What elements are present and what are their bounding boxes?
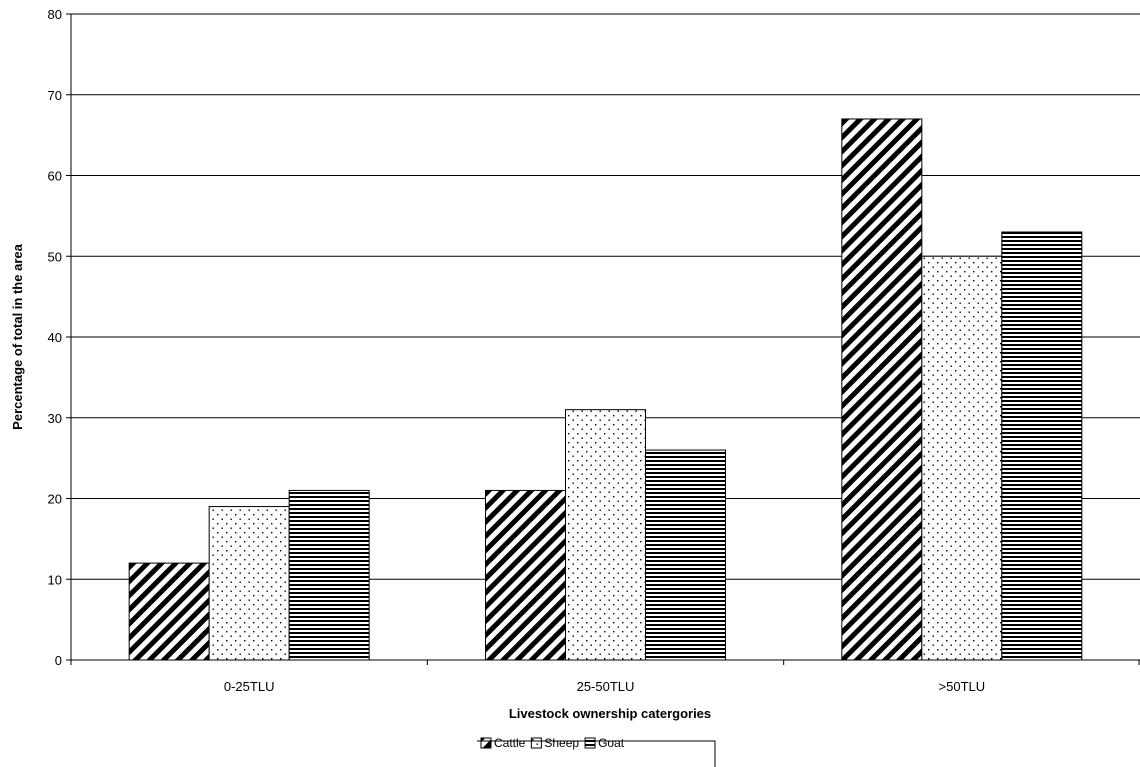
bar-cattle xyxy=(485,489,566,661)
y-tick-label: 50 xyxy=(48,249,62,264)
bar-goat xyxy=(288,489,370,661)
y-tick-label: 60 xyxy=(48,169,62,184)
bar-goat xyxy=(1001,231,1083,661)
y-tick-label: 10 xyxy=(48,572,62,587)
legend-label-cattle: Cattle xyxy=(494,736,526,750)
y-tick-label: 80 xyxy=(48,7,62,22)
y-axis-title: Percentage of total in the area xyxy=(10,243,25,429)
y-tick-label: 70 xyxy=(48,88,62,103)
y-tick-label: 40 xyxy=(48,330,62,345)
bar-goat xyxy=(645,449,726,661)
bars xyxy=(128,118,1083,661)
bar-sheep xyxy=(921,255,1003,661)
x-tick-label: 25-50TLU xyxy=(577,679,635,694)
bar-cattle xyxy=(841,118,923,661)
x-tick-label: >50TLU xyxy=(939,679,986,694)
legend-label-goat: Goat xyxy=(598,736,625,750)
bar-cattle xyxy=(128,562,210,661)
bar-sheep xyxy=(208,506,290,661)
legend-swatch-goat xyxy=(584,737,596,749)
legend-swatch-sheep xyxy=(530,737,542,749)
x-tick-label: 0-25TLU xyxy=(224,679,275,694)
legend-frame xyxy=(477,740,716,767)
y-tick-label: 20 xyxy=(48,492,62,507)
y-tick-label: 30 xyxy=(48,411,62,426)
legend: Cattle Sheep Goat xyxy=(477,736,716,767)
x-axis-title: Livestock ownership catergories xyxy=(509,706,711,721)
axes: 0 10 20 30 40 50 60 70 80 0-25TLU 25-50TLU >50TLU xyxy=(48,7,1140,694)
legend-label-sheep: Sheep xyxy=(544,736,579,750)
y-tick-label: 0 xyxy=(55,653,62,668)
legend-swatch-cattle xyxy=(480,737,492,749)
bar-sheep xyxy=(565,409,646,661)
